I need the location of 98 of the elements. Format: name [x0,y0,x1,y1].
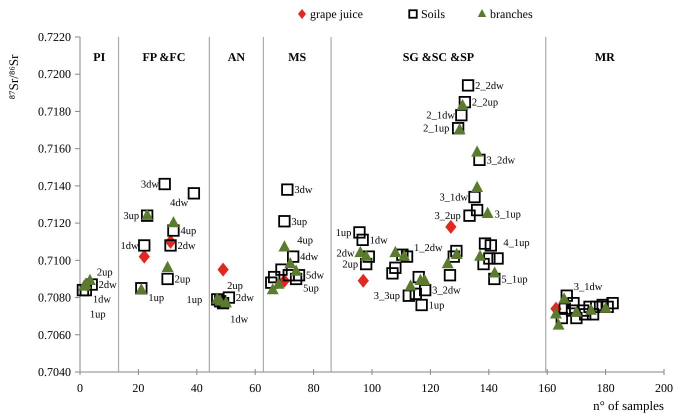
annotation: 2up [174,274,190,286]
annotation: 5up [303,283,319,294]
annotation: 4dw [170,198,189,209]
point [570,305,582,317]
annotation: 2_2up [472,98,498,109]
point [450,248,463,259]
y-axis-title: ⁸⁷Sr/⁸⁶Sr [6,54,21,100]
x-tick-label: 40 [190,381,203,395]
y-tick-label: 0.7200 [38,67,71,82]
y-tick-label: 0.7160 [38,142,71,156]
x-tick-label: 20 [132,381,144,395]
annotation: 1up [428,300,444,312]
annotation: 2up [96,267,113,278]
annotation: 3_2dw [486,155,516,166]
y-tick-label: 0.7060 [38,328,71,342]
annotation: 2dw [336,248,356,260]
y-tick-label: 0.7040 [38,365,71,379]
annotation: 3_1up [494,209,521,220]
x-axis-title: n° of samples [593,398,664,413]
annotation: SG &SC &SP [402,50,474,64]
annotation: 1dw [370,235,388,246]
point [482,206,494,218]
annotation: 3dw [294,185,313,196]
annotation: 2up [227,280,243,292]
annotation: PI [93,50,106,64]
point [266,283,279,294]
annotation: 2dw [236,293,254,304]
x-tick-label: 200 [655,381,673,395]
point [284,257,296,268]
annotation: 5dw [306,270,324,282]
annotation: 1up [186,294,202,306]
point [456,98,468,110]
y-tick-label: 0.7100 [38,253,71,268]
annotation: 1dw [92,294,112,306]
x-tick-label: 0 [77,381,83,395]
annotation: FP &FC [142,50,186,64]
point [471,180,484,192]
y-tick-label: 0.7140 [38,178,71,193]
annotation: 1up [148,292,164,304]
annotation: MR [594,50,616,64]
annotation: 1up [336,228,352,239]
annotation: 3_3up [374,291,400,302]
annotation: 4dw [300,252,319,264]
point [558,292,570,304]
annotation: 1_2dw [414,243,444,254]
annotation: 2up [342,260,358,271]
x-tick-label: 100 [363,381,381,395]
annotation: 2dw [178,240,196,252]
point [167,216,180,228]
point [474,250,486,261]
y-tick-label: 0.7220 [38,30,71,44]
point [162,260,174,272]
point [389,246,402,258]
annotation: 4up [297,236,313,247]
point [217,262,229,277]
annotation: 2_2dw [475,80,504,92]
x-tick-label: 60 [249,381,262,395]
legend-label: Soils [421,7,446,21]
x-tick-label: 80 [308,381,320,395]
annotation: 1up [90,310,106,321]
x-tick-label: 140 [480,381,498,395]
legend-label: grape juice [310,7,363,21]
annotation: 3up [291,216,308,228]
point [278,240,290,252]
annotation: 5_1up [501,274,528,286]
point [220,296,232,308]
y-tick-label: 0.7180 [38,104,71,118]
point [471,145,484,157]
point [488,266,501,278]
annotation: 3_1dw [439,192,468,204]
legend-label: branches [490,7,533,21]
annotation: 3_2dw [432,286,462,297]
x-tick-label: 120 [421,381,440,395]
point [404,279,416,291]
y-tick-label: 0.7120 [38,216,71,230]
annotation: 1dw [230,314,249,326]
point [358,274,369,288]
point [290,264,302,276]
point [552,318,565,330]
annotation: 2dw [98,280,118,292]
point [585,304,597,315]
annotation: 2_1dw [426,110,456,122]
annotation: 3_1dw [574,282,603,294]
point [360,250,372,261]
point [272,278,285,289]
y-tick-label: 0.7080 [38,290,71,305]
point [442,257,454,268]
point [138,250,150,264]
point [550,307,562,319]
x-tick-label: 160 [538,381,556,395]
annotation: AN [228,50,246,64]
annotation: 2_1up [423,124,450,135]
x-tick-label: 180 [596,381,615,395]
annotation: 3_2up [434,211,461,222]
annotation: MS [288,50,307,64]
annotation: 3up [123,211,140,222]
annotation: 4_1up [503,238,530,249]
annotation: 4up [180,226,196,238]
